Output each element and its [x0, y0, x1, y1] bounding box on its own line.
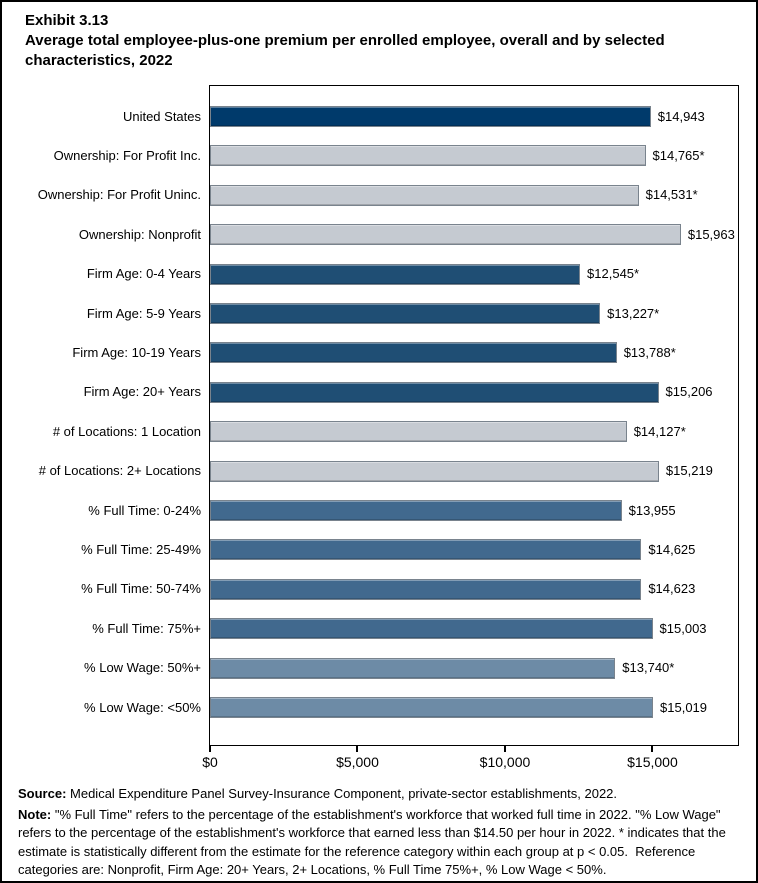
value-label-full-time-25-49: $14,625	[648, 541, 696, 557]
value-label-full-time-0-24: $13,955	[628, 502, 676, 518]
category-label-low-wage-50: % Low Wage: <50%	[84, 699, 201, 715]
bar-firm-age-0-4-years	[210, 263, 581, 285]
source-label: Source:	[18, 786, 67, 801]
x-axis-tick	[356, 746, 359, 752]
category-label-ownership-for-profit-uninc: Ownership: For Profit Uninc.	[37, 187, 201, 203]
x-axis-tick-label: $5,000	[336, 754, 379, 770]
bar-full-time-0-24	[210, 500, 622, 521]
value-label-low-wage-50: $15,019	[660, 699, 708, 715]
category-label-low-wage-50: % Low Wage: 50%+	[84, 660, 201, 676]
category-label-firm-age-5-9-years: Firm Age: 5-9 Years	[86, 305, 201, 321]
category-label-of-locations-2-locations: # of Locations: 2+ Locations	[38, 463, 201, 479]
bar-low-wage-50	[210, 697, 654, 718]
category-label-firm-age-0-4-years: Firm Age: 0-4 Years	[86, 266, 201, 282]
value-label-firm-age-5-9-years: $13,227*	[607, 305, 660, 321]
category-label-full-time-50-74: % Full Time: 50-74%	[81, 581, 201, 597]
source-note: Source: Medical Expenditure Panel Survey…	[18, 785, 744, 804]
bar-full-time-50-74	[210, 578, 642, 600]
value-label-ownership-for-profit-inc: $14,765*	[652, 147, 705, 163]
footnotes: Source: Medical Expenditure Panel Survey…	[18, 785, 744, 881]
x-axis-tick-label: $10,000	[479, 754, 531, 770]
value-label-firm-age-0-4-years: $12,545*	[587, 266, 640, 282]
category-label-full-time-0-24: % Full Time: 0-24%	[88, 502, 201, 518]
x-axis-tick	[209, 746, 211, 752]
value-label-full-time-75: $15,003	[659, 620, 707, 636]
x-axis-tick-label: $0	[202, 754, 218, 770]
bar-of-locations-1-location	[210, 421, 627, 443]
value-label-firm-age-20-years: $15,206	[665, 384, 713, 400]
category-label-of-locations-1-location: # of Locations: 1 Location	[52, 423, 201, 439]
bar-united-states	[210, 106, 651, 127]
x-axis-tick	[651, 746, 654, 752]
bar-ownership-for-profit-inc	[210, 145, 646, 167]
category-label-full-time-75: % Full Time: 75%+	[92, 620, 201, 636]
chart-title: Average total employee-plus-one premium …	[25, 32, 665, 69]
note-label: Note:	[18, 806, 52, 822]
value-label-ownership-for-profit-uninc: $14,531*	[645, 187, 698, 203]
category-label-united-states: United States	[122, 108, 201, 124]
exhibit-header: Exhibit 3.13 Average total employee-plus…	[25, 11, 731, 71]
x-axis-tick-label: $15,000	[627, 754, 678, 770]
category-label-full-time-25-49: % Full Time: 25-49%	[81, 541, 201, 557]
value-label-ownership-nonprofit: $15,963	[687, 226, 735, 242]
bar-ownership-nonprofit	[210, 224, 681, 246]
bar-low-wage-50	[210, 657, 616, 679]
methods-note: Note: "% Full Time" refers to the percen…	[18, 806, 744, 880]
bar-firm-age-10-19-years	[210, 342, 617, 364]
bar-firm-age-20-years	[210, 381, 659, 403]
value-label-full-time-50-74: $14,623	[648, 581, 696, 597]
bar-full-time-25-49	[210, 539, 642, 561]
bar-full-time-75	[210, 618, 653, 640]
note-text: "% Full Time" refers to the percentage o…	[18, 806, 730, 878]
bar-ownership-for-profit-uninc	[210, 184, 639, 206]
x-axis-tick	[503, 746, 506, 752]
value-label-firm-age-10-19-years: $13,788*	[623, 344, 676, 360]
bar-firm-age-5-9-years	[210, 303, 601, 324]
value-label-low-wage-50: $13,740*	[622, 660, 675, 676]
value-label-united-states: $14,943	[657, 108, 705, 124]
plot-area: $14,943 $14,765* $14,531* $15,963 $12,545* $1…	[209, 85, 739, 746]
value-label-of-locations-1-location: $14,127*	[633, 423, 686, 439]
category-label-firm-age-10-19-years: Firm Age: 10-19 Years	[72, 344, 201, 360]
category-label-firm-age-20-years: Firm Age: 20+ Years	[83, 384, 201, 400]
category-label-ownership-nonprofit: Ownership: Nonprofit	[78, 226, 201, 242]
category-label-ownership-for-profit-inc: Ownership: For Profit Inc.	[53, 147, 201, 163]
value-label-of-locations-2-locations: $15,219	[665, 463, 713, 479]
source-text: Medical Expenditure Panel Survey-Insuran…	[66, 786, 618, 801]
bar-of-locations-2-locations	[210, 460, 659, 482]
exhibit-number: Exhibit 3.13	[25, 12, 109, 29]
